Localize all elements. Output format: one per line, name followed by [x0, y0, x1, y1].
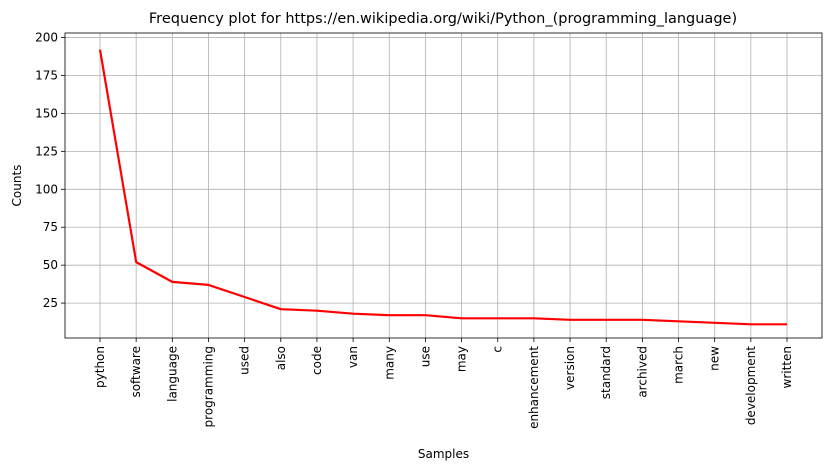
x-tick-label: new	[708, 346, 722, 371]
y-tick-label: 125	[35, 144, 58, 158]
x-axis-title: Samples	[418, 447, 469, 461]
y-tick-label: 200	[35, 31, 58, 45]
y-tick-label: 175	[35, 68, 58, 82]
x-tick-label: used	[238, 346, 252, 375]
x-axis-ticks: python software language programming used als…	[93, 338, 794, 429]
plot-frame	[64, 32, 823, 339]
x-tick-label: c	[491, 346, 505, 353]
y-tick-label: 75	[43, 220, 58, 234]
y-tick-label: 150	[35, 106, 58, 120]
x-tick-label: archived	[635, 346, 649, 398]
y-tick-label: 50	[43, 258, 58, 272]
x-tick-label: programming	[201, 346, 215, 427]
x-tick-label: language	[165, 346, 179, 402]
series-frequency	[98, 49, 788, 326]
y-axis-title: Counts	[10, 165, 24, 207]
grid	[65, 33, 822, 338]
x-tick-label: standard	[599, 346, 613, 399]
y-axis-ticks: 25 50 75 100 125 150 175 200	[35, 31, 65, 310]
y-tick-label: 100	[35, 182, 58, 196]
x-tick-label: software	[129, 346, 143, 398]
x-tick-label: many	[382, 346, 396, 380]
x-tick-label: may	[455, 346, 469, 372]
x-tick-label: written	[780, 346, 794, 388]
chart-title: Frequency plot for https://en.wikipedia.…	[149, 11, 737, 27]
x-tick-label: use	[418, 346, 432, 367]
x-tick-label: code	[310, 346, 324, 375]
x-tick-label: march	[672, 346, 686, 384]
x-tick-label: also	[274, 346, 288, 370]
series-line	[98, 49, 787, 326]
x-tick-label: python	[93, 346, 107, 388]
x-tick-label: enhancement	[527, 346, 541, 429]
x-tick-label: version	[563, 346, 577, 390]
x-tick-label: van	[346, 346, 360, 368]
x-tick-label: development	[744, 346, 758, 425]
y-tick-label: 25	[43, 296, 58, 310]
